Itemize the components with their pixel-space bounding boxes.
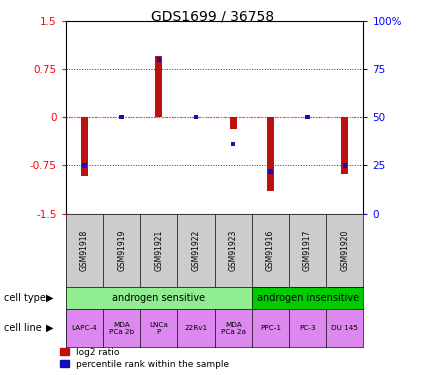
Bar <box>194 115 198 120</box>
Text: MDA
PCa 2a: MDA PCa 2a <box>221 322 246 334</box>
Bar <box>156 57 161 62</box>
Bar <box>231 142 235 147</box>
Bar <box>156 56 162 117</box>
Text: androgen insensitive: androgen insensitive <box>257 293 359 303</box>
Text: GSM91921: GSM91921 <box>154 230 163 271</box>
Legend: log2 ratio, percentile rank within the sample: log2 ratio, percentile rank within the s… <box>60 348 229 369</box>
Text: ▶: ▶ <box>46 323 54 333</box>
Bar <box>267 117 274 191</box>
Text: PPC-1: PPC-1 <box>260 325 281 331</box>
Bar <box>81 117 88 176</box>
Text: MDA
PCa 2b: MDA PCa 2b <box>109 322 134 334</box>
Bar <box>341 117 348 174</box>
Bar <box>268 169 272 174</box>
Text: GSM91923: GSM91923 <box>229 230 238 271</box>
Bar <box>343 163 347 168</box>
Text: GSM91922: GSM91922 <box>192 230 201 271</box>
Text: DU 145: DU 145 <box>331 325 358 331</box>
Text: PC-3: PC-3 <box>299 325 316 331</box>
Text: androgen sensitive: androgen sensitive <box>112 293 205 303</box>
Text: cell line: cell line <box>4 323 42 333</box>
Text: GSM91920: GSM91920 <box>340 230 349 271</box>
Bar <box>82 163 87 168</box>
Text: GSM91919: GSM91919 <box>117 230 126 271</box>
Text: 22Rv1: 22Rv1 <box>184 325 207 331</box>
Text: LAPC-4: LAPC-4 <box>71 325 97 331</box>
Text: cell type: cell type <box>4 293 46 303</box>
Text: GSM91916: GSM91916 <box>266 230 275 271</box>
Bar <box>230 117 237 129</box>
Bar <box>305 115 310 120</box>
Text: GSM91918: GSM91918 <box>80 230 89 271</box>
Text: GSM91917: GSM91917 <box>303 230 312 271</box>
Bar <box>119 115 124 120</box>
Text: LNCa
P: LNCa P <box>150 322 168 334</box>
Text: GDS1699 / 36758: GDS1699 / 36758 <box>151 9 274 23</box>
Text: ▶: ▶ <box>46 293 54 303</box>
